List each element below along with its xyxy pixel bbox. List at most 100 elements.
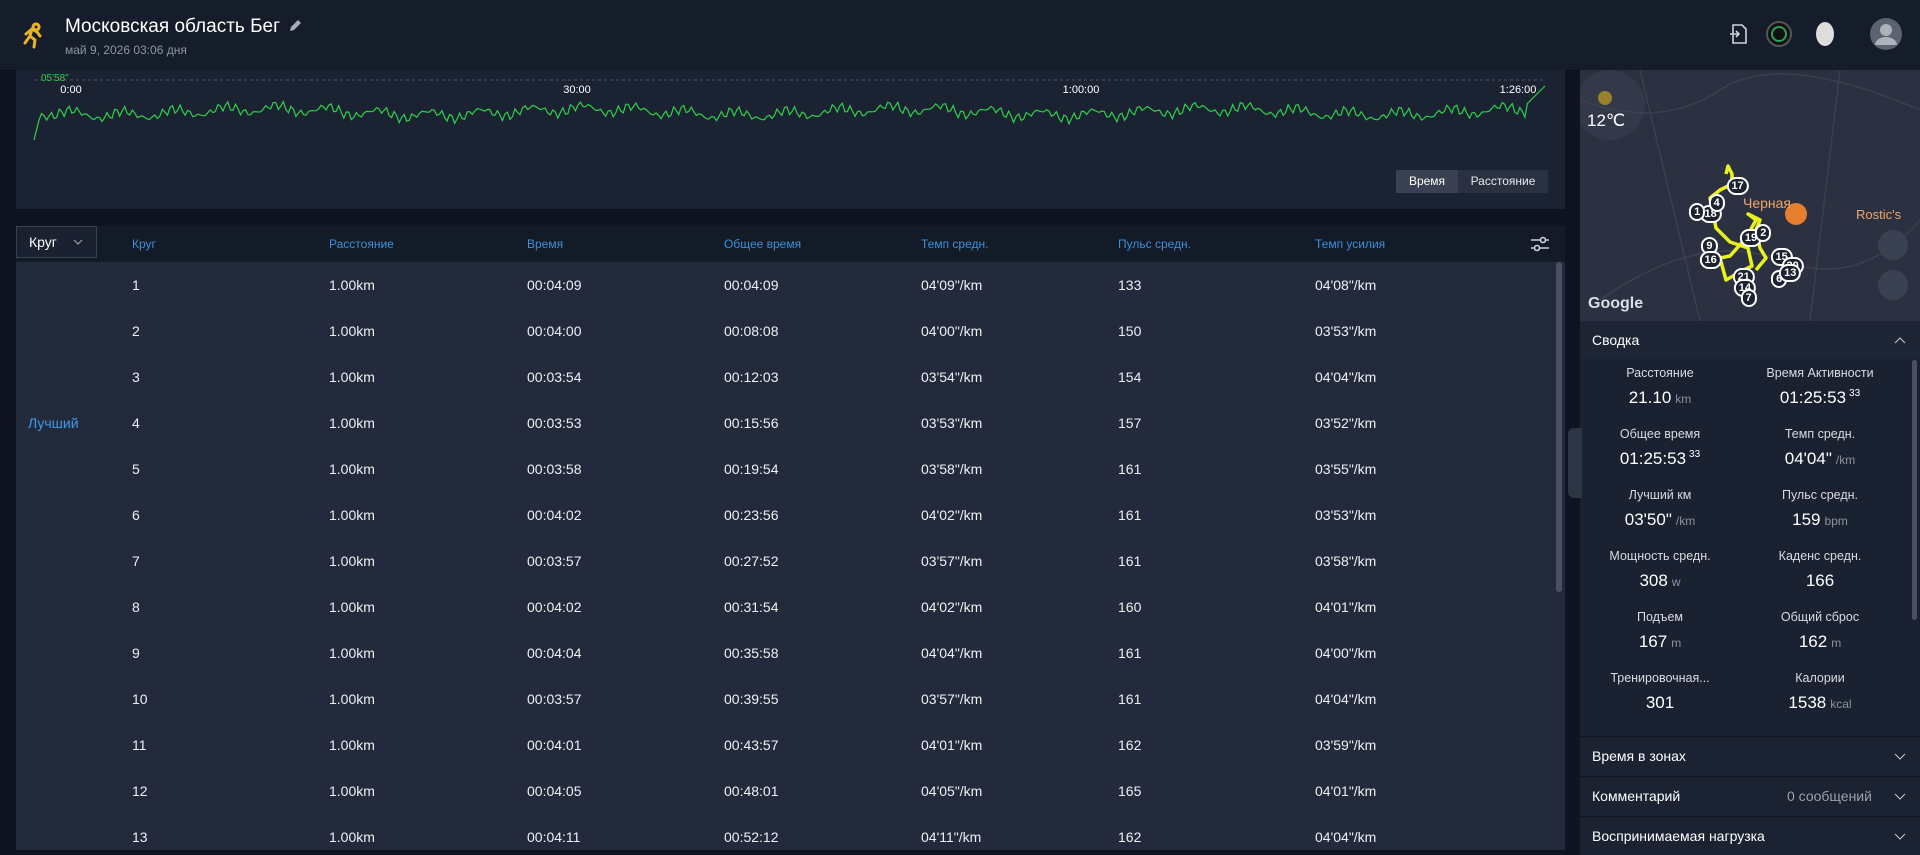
- table-cell: 00:48:01: [724, 783, 779, 799]
- table-cell: 04'00"/km: [1315, 645, 1377, 661]
- map-place: Черная: [1743, 195, 1792, 211]
- table-cell: 03'59"/km: [1315, 737, 1377, 753]
- column-header[interactable]: Пульс средн.: [1118, 237, 1191, 251]
- summary-label: Темп средн.: [1784, 427, 1856, 441]
- summary-header[interactable]: Сводка: [1580, 321, 1920, 359]
- activity-date: май 9, 2026 03:06 дня: [65, 43, 187, 57]
- chevron: [1894, 833, 1906, 840]
- value: 21.10: [1628, 388, 1672, 407]
- value: 04'04": [1784, 449, 1832, 468]
- table-cell: 00:04:04: [527, 645, 582, 661]
- table-cell: 00:43:57: [724, 737, 779, 753]
- table-cell: 1.00km: [329, 737, 375, 753]
- table-cell: 00:35:58: [724, 645, 779, 661]
- unit: bpm: [1824, 514, 1848, 528]
- table-cell: 03'53"/km: [1315, 507, 1377, 523]
- table-cell: 03'57"/km: [921, 691, 983, 707]
- section-title: Комментарий: [1592, 788, 1681, 804]
- x-tick-label: 0:00: [60, 84, 82, 96]
- device-icon[interactable]: [1812, 20, 1838, 48]
- columns-settings[interactable]: [1530, 236, 1550, 252]
- section[interactable]: Воспринимаемая нагрузка: [1580, 816, 1920, 855]
- table-cell: 10: [132, 691, 148, 707]
- table-cell: 00:19:54: [724, 461, 779, 477]
- table-cell: 162: [1118, 737, 1142, 753]
- summary-value: 01:25:53 33: [1620, 449, 1700, 469]
- lap-dropdown[interactable]: Круг: [16, 226, 97, 258]
- summary-label: Общее время: [1619, 427, 1701, 441]
- chevron: [1894, 793, 1906, 800]
- value: 1538: [1788, 693, 1827, 712]
- table-cell: 12: [132, 783, 148, 799]
- summary-scrollbar[interactable]: [1912, 360, 1917, 620]
- column-header[interactable]: Темп усилия: [1315, 237, 1386, 251]
- map[interactable]: 12℃ Черная Rostic's Google 17 18 4 1 19 2 9 16 1…: [1580, 70, 1920, 321]
- table-cell: 04'04"/km: [1315, 829, 1377, 845]
- table-cell: 00:04:09: [724, 277, 779, 293]
- table-cell: 00:27:52: [724, 553, 779, 569]
- table-cell: 1.00km: [329, 599, 375, 615]
- section[interactable]: Комментарий 0 сообщений: [1580, 776, 1920, 815]
- summary-value: 162 m: [1799, 632, 1841, 652]
- column-header[interactable]: Темп средн.: [921, 237, 989, 251]
- table-cell: 162: [1118, 829, 1142, 845]
- summary-label: Тренировочная...: [1610, 671, 1710, 685]
- summary-value: 03'50"/km: [1625, 510, 1695, 530]
- table-cell: 161: [1118, 461, 1142, 477]
- edit-icon[interactable]: [288, 19, 302, 33]
- table-cell: 03'57"/km: [921, 553, 983, 569]
- table-cell: 04'01"/km: [921, 737, 983, 753]
- table-cell: 1.00km: [329, 783, 375, 799]
- summary-value: 01:25:53 33: [1780, 388, 1860, 408]
- table-cell: 04'04"/km: [1315, 691, 1377, 707]
- column-header[interactable]: Расстояние: [329, 237, 394, 251]
- value: 167: [1638, 632, 1668, 651]
- table-cell: 1.00km: [329, 461, 375, 477]
- table-cell: 2: [132, 323, 140, 339]
- map-marker: 7: [1740, 288, 1757, 307]
- table-cell: 03'53"/km: [1315, 323, 1377, 339]
- column-header[interactable]: Время: [527, 237, 564, 251]
- column-header[interactable]: Круг: [132, 237, 156, 251]
- toggle-distance[interactable]: Расстояние: [1458, 170, 1548, 193]
- section-title: Время в зонах: [1592, 748, 1686, 764]
- export-icon[interactable]: [1728, 22, 1750, 46]
- map-graphics: [1580, 70, 1920, 321]
- section[interactable]: Время в зонах: [1580, 736, 1920, 775]
- table-cell: 6: [132, 507, 140, 523]
- value: 301: [1645, 693, 1675, 712]
- column-header[interactable]: Общее время: [724, 237, 802, 251]
- map-marker: 16: [1699, 250, 1722, 269]
- table-body: [16, 262, 1565, 850]
- table-cell: 00:03:53: [527, 415, 582, 431]
- summary-label: Расстояние: [1626, 366, 1694, 380]
- table-cell: 00:08:08: [724, 323, 779, 339]
- table-cell: 00:04:05: [527, 783, 582, 799]
- table-cell: 5: [132, 461, 140, 477]
- table-cell: 04'05"/km: [921, 783, 983, 799]
- scrollbar[interactable]: [1556, 262, 1562, 592]
- table-cell: 154: [1118, 369, 1142, 385]
- table-cell: 04'01"/km: [1315, 599, 1377, 615]
- collapse-handle[interactable]: [1568, 428, 1582, 498]
- value: 162: [1798, 632, 1828, 651]
- toggle-time[interactable]: Время: [1396, 170, 1458, 193]
- avatar[interactable]: [1869, 17, 1903, 51]
- summary-label: Время Активности: [1766, 366, 1874, 380]
- chevron: [1894, 337, 1906, 344]
- table-cell: 9: [132, 645, 140, 661]
- map-marker: 2: [1755, 223, 1772, 242]
- lap-dropdown-label: Круг: [29, 234, 57, 250]
- summary-title: Сводка: [1592, 332, 1640, 348]
- table-cell: 133: [1118, 277, 1142, 293]
- table-cell: 04'09"/km: [921, 277, 983, 293]
- summary-label: Мощность средн.: [1609, 549, 1711, 563]
- watch-icon[interactable]: [1765, 20, 1793, 48]
- table-cell: 00:04:01: [527, 737, 582, 753]
- table-cell: 1.00km: [329, 507, 375, 523]
- best-badge: Лучший: [28, 415, 79, 431]
- value: 01:25:53: [1619, 449, 1687, 468]
- map-marker: 1: [1689, 202, 1706, 221]
- table-cell: 03'55"/km: [1315, 461, 1377, 477]
- table-cell: 4: [132, 415, 140, 431]
